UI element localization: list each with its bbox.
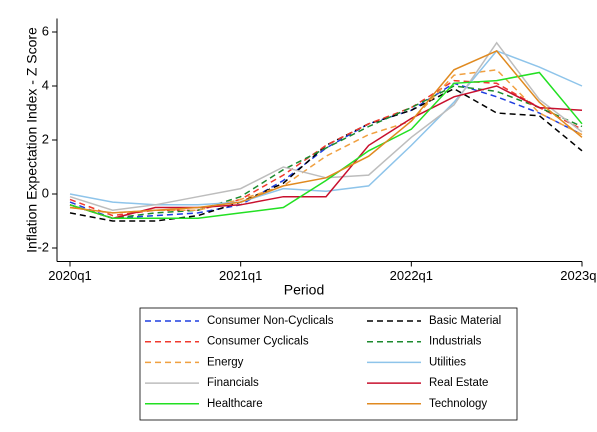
y-tick-label: -2 <box>37 239 49 254</box>
series-line <box>69 41 583 211</box>
series-line <box>69 71 583 220</box>
legend-text: Financials <box>207 377 259 389</box>
x-tick-label: 2023q1 <box>560 268 597 283</box>
legend-text: Healthcare <box>207 398 263 410</box>
legend-text: Utilities <box>429 356 466 368</box>
x-tick-label: 2020q1 <box>48 268 91 283</box>
legend-text: Real Estate <box>429 377 488 389</box>
y-tick-label: 4 <box>42 77 49 92</box>
x-tick-label: 2022q1 <box>390 268 433 283</box>
x-axis-label: Period <box>284 282 324 298</box>
y-tick-label: 2 <box>42 131 49 146</box>
legend-text: Consumer Non-Cyclicals <box>207 315 334 327</box>
series-line <box>69 85 583 220</box>
series-line <box>69 87 583 222</box>
x-tick-label: 2021q1 <box>219 268 262 283</box>
legend-text: Consumer Cyclicals <box>207 336 309 348</box>
y-tick-label: 0 <box>42 185 49 200</box>
series-line <box>69 50 583 206</box>
legend-text: Industrials <box>429 336 482 348</box>
legend-text: Energy <box>207 356 244 368</box>
series-line <box>69 49 583 214</box>
legend-text: Technology <box>429 398 487 410</box>
legend-box <box>139 307 518 421</box>
series-line <box>69 85 583 220</box>
series-line <box>69 79 583 217</box>
y-tick-label: 6 <box>42 23 49 38</box>
series-line <box>69 82 583 220</box>
y-axis-label: Inflation Expectation Index - Z Score <box>24 27 40 253</box>
legend-text: Basic Material <box>429 315 501 327</box>
